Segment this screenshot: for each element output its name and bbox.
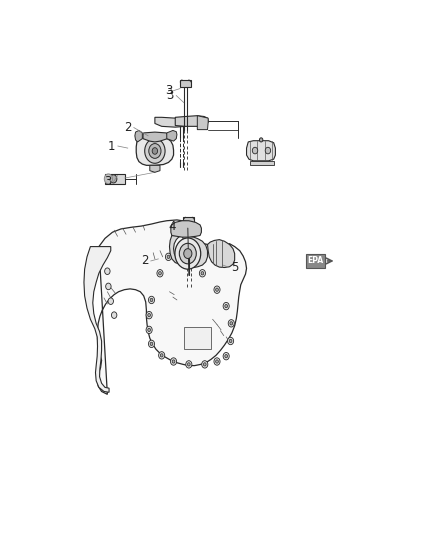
Circle shape [166,253,172,261]
Circle shape [223,352,229,360]
Text: 2: 2 [141,254,148,268]
Polygon shape [197,116,208,130]
Polygon shape [84,247,111,392]
Circle shape [149,143,161,158]
Circle shape [215,288,219,292]
Circle shape [157,270,163,277]
Circle shape [225,304,227,308]
Circle shape [111,312,117,318]
Circle shape [223,302,229,310]
Polygon shape [170,236,184,265]
Circle shape [186,361,192,368]
Circle shape [146,311,152,319]
Polygon shape [247,141,276,161]
Polygon shape [105,174,125,184]
Circle shape [184,248,192,259]
Polygon shape [180,79,191,87]
Polygon shape [306,254,325,268]
Circle shape [152,148,158,154]
Circle shape [228,320,234,327]
Circle shape [148,313,151,317]
Circle shape [252,147,258,154]
Polygon shape [182,236,208,268]
Circle shape [148,328,151,332]
Circle shape [259,138,263,142]
Polygon shape [184,327,211,349]
Circle shape [187,363,190,366]
Text: 3: 3 [104,175,111,188]
Circle shape [150,342,153,345]
Circle shape [105,268,110,274]
Polygon shape [97,220,247,394]
Polygon shape [143,132,167,142]
Polygon shape [167,131,177,141]
Text: 1: 1 [108,140,116,152]
Circle shape [179,243,196,264]
Circle shape [214,358,220,365]
Polygon shape [135,131,142,142]
Circle shape [145,139,165,163]
Circle shape [229,340,232,343]
Circle shape [160,354,163,357]
Circle shape [159,272,161,275]
Polygon shape [184,217,194,224]
Circle shape [214,286,220,293]
Circle shape [172,360,175,363]
Polygon shape [171,221,201,237]
Circle shape [104,174,113,184]
Circle shape [230,322,233,325]
Circle shape [201,272,204,275]
Circle shape [179,245,185,252]
Polygon shape [175,116,208,126]
Circle shape [203,363,206,366]
Polygon shape [150,165,160,172]
Polygon shape [250,161,274,165]
Circle shape [199,270,205,277]
Circle shape [106,283,111,290]
Circle shape [148,296,155,304]
Circle shape [181,247,184,251]
Text: 3: 3 [165,84,172,97]
Circle shape [108,298,113,304]
Polygon shape [208,240,235,268]
Circle shape [170,358,177,365]
Text: 5: 5 [231,261,238,273]
Circle shape [167,255,170,259]
Circle shape [148,340,155,348]
Circle shape [146,326,152,334]
Circle shape [202,361,208,368]
Circle shape [110,175,117,183]
Circle shape [265,147,271,154]
Circle shape [215,360,219,363]
Text: 4: 4 [168,220,176,232]
Polygon shape [136,136,173,165]
Polygon shape [155,117,187,127]
Text: 2: 2 [124,121,131,134]
Circle shape [225,354,227,358]
Circle shape [150,298,153,302]
Text: EPA: EPA [307,256,323,265]
Text: 3: 3 [166,89,174,102]
Circle shape [159,352,165,359]
Circle shape [227,337,233,345]
Circle shape [175,238,201,269]
